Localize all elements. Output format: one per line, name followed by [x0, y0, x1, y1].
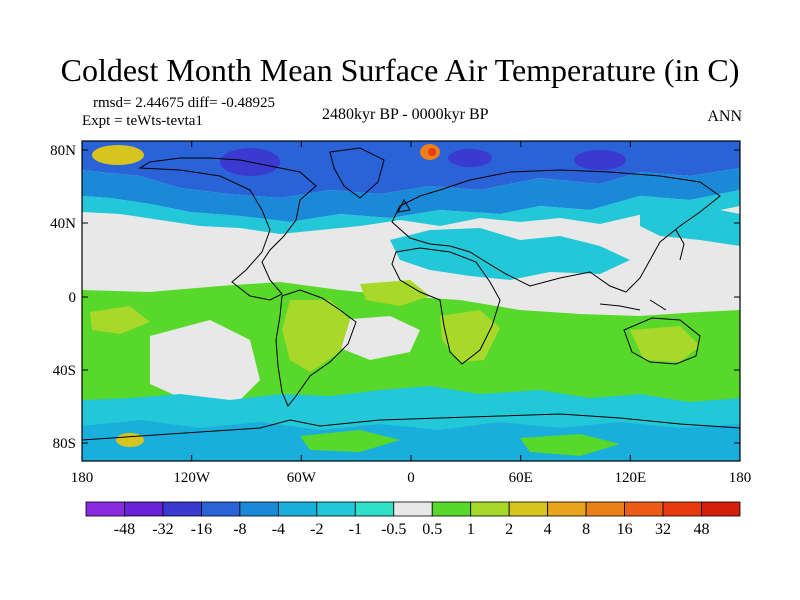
colorbar-swatch — [354, 501, 395, 517]
antarctic-warming-patch-east — [520, 434, 620, 456]
uk-coast — [397, 198, 411, 213]
period-label: 2480kyr BP - 0000kyr BP — [322, 106, 489, 123]
barents-hot-core — [428, 148, 436, 156]
lon-tick-label: 60W — [287, 470, 317, 486]
colorbar: -48 -32 -16 -8 -4 -2 -1 -0.5 0.5 1 2 4 8 16 32 48 — [85, 501, 741, 538]
colorbar-label: 48 — [694, 521, 710, 538]
siberia-cold-spot — [448, 149, 492, 167]
japan-coast — [675, 229, 685, 261]
colorbar-label: -1 — [349, 521, 362, 538]
colorbar-swatch — [239, 501, 279, 517]
colorbar-label: 16 — [617, 521, 633, 538]
lon-tick-label: 0 — [407, 470, 415, 486]
colorbar-label: 8 — [582, 521, 590, 538]
colorbar-swatch — [431, 501, 472, 517]
colorbar-label: -0.5 — [381, 521, 406, 538]
colorbar-swatch — [162, 501, 202, 517]
south-atlantic-neutral — [340, 316, 420, 360]
south-america-coast — [275, 289, 357, 407]
colorbar-swatch — [316, 501, 356, 517]
south-america-warming — [282, 300, 350, 372]
africa-warming — [440, 310, 500, 362]
eurasia-cooling-region — [390, 228, 630, 280]
lon-tick-label: 60E — [509, 470, 533, 486]
chart-title: Coldest Month Mean Surface Air Temperatu… — [60, 52, 740, 88]
experiment-label: Expt = teWts-tevta1 — [82, 113, 203, 129]
colorbar-label: -2 — [310, 521, 323, 538]
colorbar-swatch — [662, 501, 702, 517]
colorbar-label: 1 — [467, 521, 475, 538]
colorbar-label: 4 — [544, 521, 552, 538]
eurasia-coast — [391, 169, 721, 293]
colorbar-swatch — [585, 501, 625, 517]
colorbar-label: 32 — [655, 521, 671, 538]
north-atlantic-warming — [360, 280, 430, 306]
colorbar-label: -8 — [233, 521, 246, 538]
colorbar-swatch — [393, 501, 433, 517]
lon-tick-label: 180 — [729, 470, 752, 486]
antarctic-warming-patch — [300, 430, 400, 452]
lat-tick-label: 0 — [69, 290, 77, 306]
colorbar-label: -16 — [191, 521, 212, 538]
lon-tick-label: 180 — [71, 470, 94, 486]
colorbar-label: -32 — [152, 521, 173, 538]
colorbar-swatch — [547, 501, 587, 517]
colorbar-swatch — [624, 501, 664, 517]
colorbar-swatch — [85, 501, 125, 517]
antarctica-coast — [82, 413, 740, 441]
colorbar-swatch — [701, 501, 741, 517]
lon-tick-label: 120E — [614, 470, 646, 486]
lat-tick-label: 40S — [53, 363, 76, 379]
colorbar-swatch — [277, 501, 318, 517]
lat-tick-label: 40N — [50, 216, 76, 232]
colorbar-swatch — [201, 501, 241, 517]
colorbar-swatch — [470, 501, 510, 517]
colorbar-swatch — [124, 501, 164, 517]
south-pacific-neutral — [150, 320, 260, 402]
central-pacific-warming — [90, 306, 150, 334]
indonesia-coast — [599, 299, 667, 311]
arctic-margin-region — [82, 168, 740, 222]
australia-coast — [623, 317, 701, 365]
lat-tick-label: 80N — [50, 143, 76, 159]
australia-warming — [630, 326, 700, 362]
ross-warm-spot — [116, 433, 144, 447]
north-pacific-cooling — [640, 206, 740, 246]
map-ticks: 80N 40N 0 40S 80S 180 120W 60W 0 60E 120E 180 — [50, 141, 751, 486]
coastlines — [82, 147, 740, 441]
africa-coast — [391, 247, 501, 365]
northern-light-cooling — [82, 190, 740, 234]
greenland-coast — [329, 147, 385, 199]
colorbar-label: -4 — [272, 521, 285, 538]
colorbar-swatch — [508, 501, 549, 517]
colorbar-label: 0.5 — [422, 521, 442, 538]
lon-tick-label: 120W — [173, 470, 211, 486]
east-siberia-cold-spot — [574, 150, 626, 170]
rmsd-diff-label: rmsd= 2.44675 diff= -0.48925 — [93, 95, 276, 111]
colorbar-label: -48 — [114, 521, 135, 538]
map-field — [82, 141, 740, 461]
lat-tick-label: 80S — [53, 436, 76, 452]
season-label: ANN — [707, 108, 742, 125]
colorbar-label: 2 — [505, 521, 513, 538]
bering-warm-spot — [92, 145, 144, 165]
north-america-coast — [138, 157, 317, 301]
